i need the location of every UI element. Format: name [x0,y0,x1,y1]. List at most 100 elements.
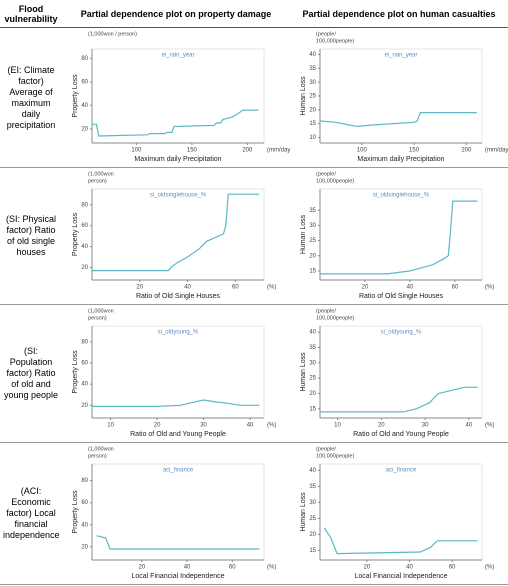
data-line [92,193,260,271]
chart-title: aci_finance [386,467,417,473]
y-tick-label: 35 [309,345,316,351]
y-tick-label: 20 [81,402,88,408]
y-tick-label: 25 [309,238,316,244]
y-tick-label: 25 [309,515,316,521]
y-tick-label: 20 [309,253,316,259]
y-tick-label: 80 [81,55,88,61]
chart-title: ei_rain_year [161,52,194,58]
table-row: (EI: Climate factor) Average of maximum … [0,27,508,168]
y-tick-label: 35 [309,207,316,213]
x-axis-label: Maximum daily Precipitation [134,155,221,162]
x-tick-label: 20 [138,564,145,570]
chart: 15 20 25 30 35 40 20 40 60 aci_finance Local Finan… [300,446,495,579]
x-tick-label: 100 [357,147,368,153]
data-line [96,534,260,550]
y-tick-label: 20 [81,544,88,550]
y-tick-label: 40 [309,467,316,473]
data-line [92,398,260,407]
x-unit: (%) [267,284,276,290]
x-tick-label: 40 [184,284,191,290]
chart-title: aci_finance [163,467,194,473]
y-tick-label: 20 [81,126,88,132]
table-row: (SI: Population factor) Ratio of old and… [0,304,508,443]
chart: 20 40 60 80 20 40 60 aci_finance Local Financial… [72,446,277,579]
y-tick-label: 60 [81,223,88,229]
data-line [320,200,478,274]
x-tick-label: 30 [200,422,207,428]
y-axis-label: Human Loss [300,75,307,115]
y-axis-label: Property Loss [72,489,79,533]
chart: 20 40 60 80 20 40 60 si_oldsinglehouse_% Ratio o… [72,171,277,299]
x-tick-label: 20 [136,284,143,290]
y-tick-label: 80 [81,478,88,484]
x-unit: (%) [485,422,494,428]
y-tick-label: 15 [309,547,316,553]
plot-area [319,48,483,143]
chart-cell: 15 20 25 30 35 40 20 40 60 aci_finance Local Finan… [290,442,508,585]
x-tick-label: 60 [452,284,459,290]
x-axis-label: Local Financial Independence [354,572,447,579]
y-tick-label: 25 [309,93,316,99]
y-tick-label: 80 [81,202,88,208]
chart-title: si_oldsinglehouse_% [150,192,207,198]
x-axis-label: Ratio of Old Single Houses [359,292,444,299]
chart-title: si_oldsinglehouse_% [373,192,430,198]
y-tick-label: 40 [81,244,88,250]
x-tick-label: 40 [184,564,191,570]
y-tick-label: 35 [309,65,316,71]
x-tick-label: 40 [466,422,473,428]
chart: 15 20 25 30 35 40 10 20 30 40 si_oldyoung_% Ratio o… [300,308,495,437]
x-tick-label: 20 [364,564,371,570]
chart-cell: 15 20 25 30 35 20 40 60 si_oldsinglehouse_% Ratio… [290,167,508,305]
x-tick-label: 150 [409,147,420,153]
y-unit: (1,000won [88,171,114,177]
chart: 20 40 60 80 10 20 30 40 si_oldyoung_% Ratio of Ol… [72,308,277,437]
y-tick-label: 40 [81,522,88,528]
chart-cell: 10 15 20 25 30 35 40 100 150 200 ei_rain_year Maxim… [290,27,508,168]
x-tick-label: 60 [449,564,456,570]
chart-cell: 20 40 60 80 10 20 30 40 si_oldyoung_% Ratio of Ol… [62,304,290,443]
chart: 15 20 25 30 35 20 40 60 si_oldsinglehouse_% Ratio… [300,171,495,299]
y-tick-label: 25 [309,375,316,381]
x-axis-label: Local Financial Independence [131,572,224,579]
header-cell: Flood vulnerability [0,0,62,28]
chart-title: si_oldyoung_% [381,329,422,335]
chart-cell: 20 40 60 80 100 150 200 ei_rain_year Maximum dai… [62,27,290,168]
x-axis-label: Ratio of Old Single Houses [136,292,221,299]
plot-area [91,325,265,418]
plot-area [91,188,265,280]
y-axis-label: Human Loss [300,491,307,531]
x-tick-label: 30 [422,422,429,428]
y-tick-label: 80 [81,339,88,345]
y-tick-label: 60 [81,500,88,506]
header-row: Flood vulnerability Partial dependence p… [0,0,508,28]
table-row: (SI: Physical factor) Ratio of old singl… [0,167,508,305]
y-tick-label: 30 [309,499,316,505]
chart: 10 15 20 25 30 35 40 100 150 200 ei_rain_year Maxim… [300,31,508,162]
y-unit: 100,000people) [316,453,354,459]
x-tick-label: 20 [154,422,161,428]
y-tick-label: 20 [309,531,316,537]
x-unit: (%) [485,564,494,570]
y-tick-label: 30 [309,360,316,366]
header-cell: Partial dependence plot on human casualt… [290,0,508,28]
y-unit: (people/ [316,446,336,452]
y-unit: person) [88,315,107,321]
table-row: (ACI: Economic factor) Local financial i… [0,442,508,585]
x-tick-label: 20 [378,422,385,428]
y-tick-label: 20 [309,107,316,113]
data-line [92,109,259,137]
y-unit: (people/ [316,31,336,37]
y-tick-label: 30 [309,222,316,228]
x-tick-label: 200 [242,147,253,153]
x-unit: (%) [267,422,276,428]
row-label: (EI: Climate factor) Average of maximum … [0,27,62,168]
plot-area [319,188,483,280]
y-tick-label: 30 [309,79,316,85]
chart-cell: 20 40 60 80 20 40 60 si_oldsinglehouse_% Ratio o… [62,167,290,305]
y-axis-label: Property Loss [72,212,79,256]
y-unit: 100,000people) [316,178,354,184]
x-tick-label: 40 [406,564,413,570]
x-tick-label: 200 [461,147,472,153]
